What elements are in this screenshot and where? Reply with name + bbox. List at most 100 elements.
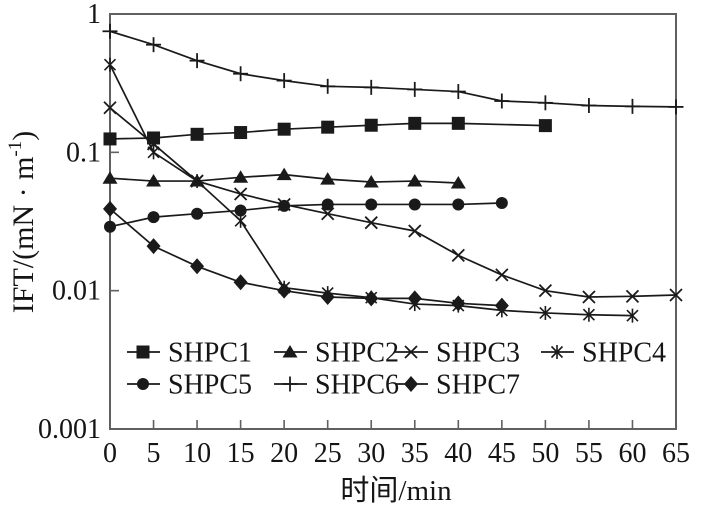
triangle-marker	[407, 174, 423, 187]
square-marker	[364, 118, 378, 132]
legend-item-SHPC6: SHPC6	[274, 370, 399, 401]
diamond-marker	[103, 200, 117, 217]
triangle-marker	[233, 170, 249, 183]
square-marker	[103, 132, 117, 146]
legend-label: SHPC7	[436, 370, 520, 401]
square-marker	[234, 126, 248, 140]
diamond-marker	[494, 297, 509, 314]
triangle-marker	[146, 174, 162, 187]
x-tick-label: 25	[314, 438, 342, 469]
x-marker	[625, 289, 640, 303]
series-line-SHPC1	[109, 122, 546, 140]
legend-label: SHPC4	[582, 338, 666, 369]
series-line-SHPC7	[109, 208, 502, 307]
legend-item-SHPC3: SHPC3	[395, 338, 520, 369]
square-marker	[277, 122, 291, 136]
x-tick-label: 40	[444, 438, 472, 469]
circle-marker	[234, 204, 247, 217]
x-marker	[321, 207, 335, 221]
plus-marker	[146, 37, 162, 53]
square-marker	[321, 120, 335, 134]
legend-label: SHPC1	[168, 338, 252, 369]
series-SHPC7	[103, 200, 509, 314]
plus-marker	[624, 98, 640, 114]
x-tick-label: 20	[270, 438, 298, 469]
diamond-marker	[451, 295, 466, 312]
plus-marker	[276, 73, 292, 89]
x-tick-label: 30	[357, 438, 385, 469]
x-marker	[408, 224, 422, 238]
y-tick-label: 0.01	[52, 276, 101, 307]
plot-area: 0 5 10 15 20 25 30 35 40 45 50 55 60 65 1 0.1 0.01 0.001 S…	[38, 0, 690, 469]
x-tick-label: 45	[488, 438, 516, 469]
asterisk-marker	[550, 345, 564, 359]
x-tick-label: 15	[227, 438, 255, 469]
square-marker	[538, 119, 552, 133]
asterisk-marker	[103, 57, 117, 72]
triangle-marker	[276, 167, 292, 181]
legend-item-SHPC7: SHPC7	[395, 370, 520, 401]
circle-marker	[104, 220, 116, 233]
square-marker	[451, 116, 465, 130]
x-marker	[669, 288, 683, 302]
circle-marker	[452, 198, 465, 211]
legend-label: SHPC3	[436, 338, 520, 369]
x-axis-title: 时间/min	[340, 474, 452, 506]
legend-item-SHPC5: SHPC5	[127, 370, 252, 401]
circle-marker	[321, 198, 334, 211]
circle-marker	[147, 211, 160, 224]
triangle-marker	[363, 175, 379, 188]
x-tick-label: 10	[183, 438, 211, 469]
x-tick-label: 60	[618, 438, 646, 469]
plus-marker	[668, 99, 684, 115]
square-marker	[408, 116, 422, 130]
series-line-SHPC4	[109, 64, 633, 317]
asterisk-marker	[147, 145, 160, 160]
plus-marker	[450, 84, 466, 100]
asterisk-marker	[582, 307, 595, 322]
plus-marker	[581, 98, 597, 114]
circle-marker	[495, 197, 508, 210]
asterisk-marker	[539, 305, 552, 320]
circle-marker	[191, 207, 204, 220]
circle-marker	[278, 199, 291, 212]
plus-marker	[282, 376, 298, 392]
square-marker	[190, 127, 204, 141]
x-marker	[538, 284, 553, 298]
plus-marker	[537, 95, 553, 111]
legend-label: SHPC6	[315, 370, 399, 401]
triangle-marker	[102, 171, 118, 184]
plus-marker	[233, 66, 249, 82]
y-axis-title: IFT/(mN · m-1)	[5, 131, 40, 313]
plus-marker	[407, 81, 423, 97]
x-marker	[582, 290, 596, 304]
y-tick-label: 1	[87, 0, 101, 30]
series-SHPC1	[103, 116, 552, 146]
asterisk-marker	[191, 174, 204, 189]
legend-item-SHPC4: SHPC4	[541, 338, 666, 369]
x-marker	[103, 101, 117, 115]
circle-marker	[137, 378, 149, 390]
legend-label: SHPC2	[315, 338, 399, 369]
series-SHPC5	[104, 197, 508, 233]
diamond-marker	[404, 376, 418, 392]
x-tick-label: 55	[575, 438, 603, 469]
x-marker	[495, 268, 509, 282]
x-marker	[404, 345, 418, 359]
asterisk-marker	[626, 308, 639, 323]
plus-marker	[494, 93, 510, 109]
diamond-marker	[407, 290, 422, 307]
x-tick-label: 0	[103, 438, 117, 469]
circle-marker	[408, 198, 421, 211]
x-tick-label: 35	[401, 438, 429, 469]
x-marker	[233, 187, 248, 201]
plus-marker	[320, 78, 336, 94]
diamond-marker	[277, 282, 292, 299]
x-marker	[364, 216, 378, 230]
plus-marker	[189, 53, 205, 69]
triangle-marker	[450, 176, 466, 189]
series-SHPC6	[102, 23, 684, 115]
y-tick-label: 0.1	[66, 137, 101, 168]
